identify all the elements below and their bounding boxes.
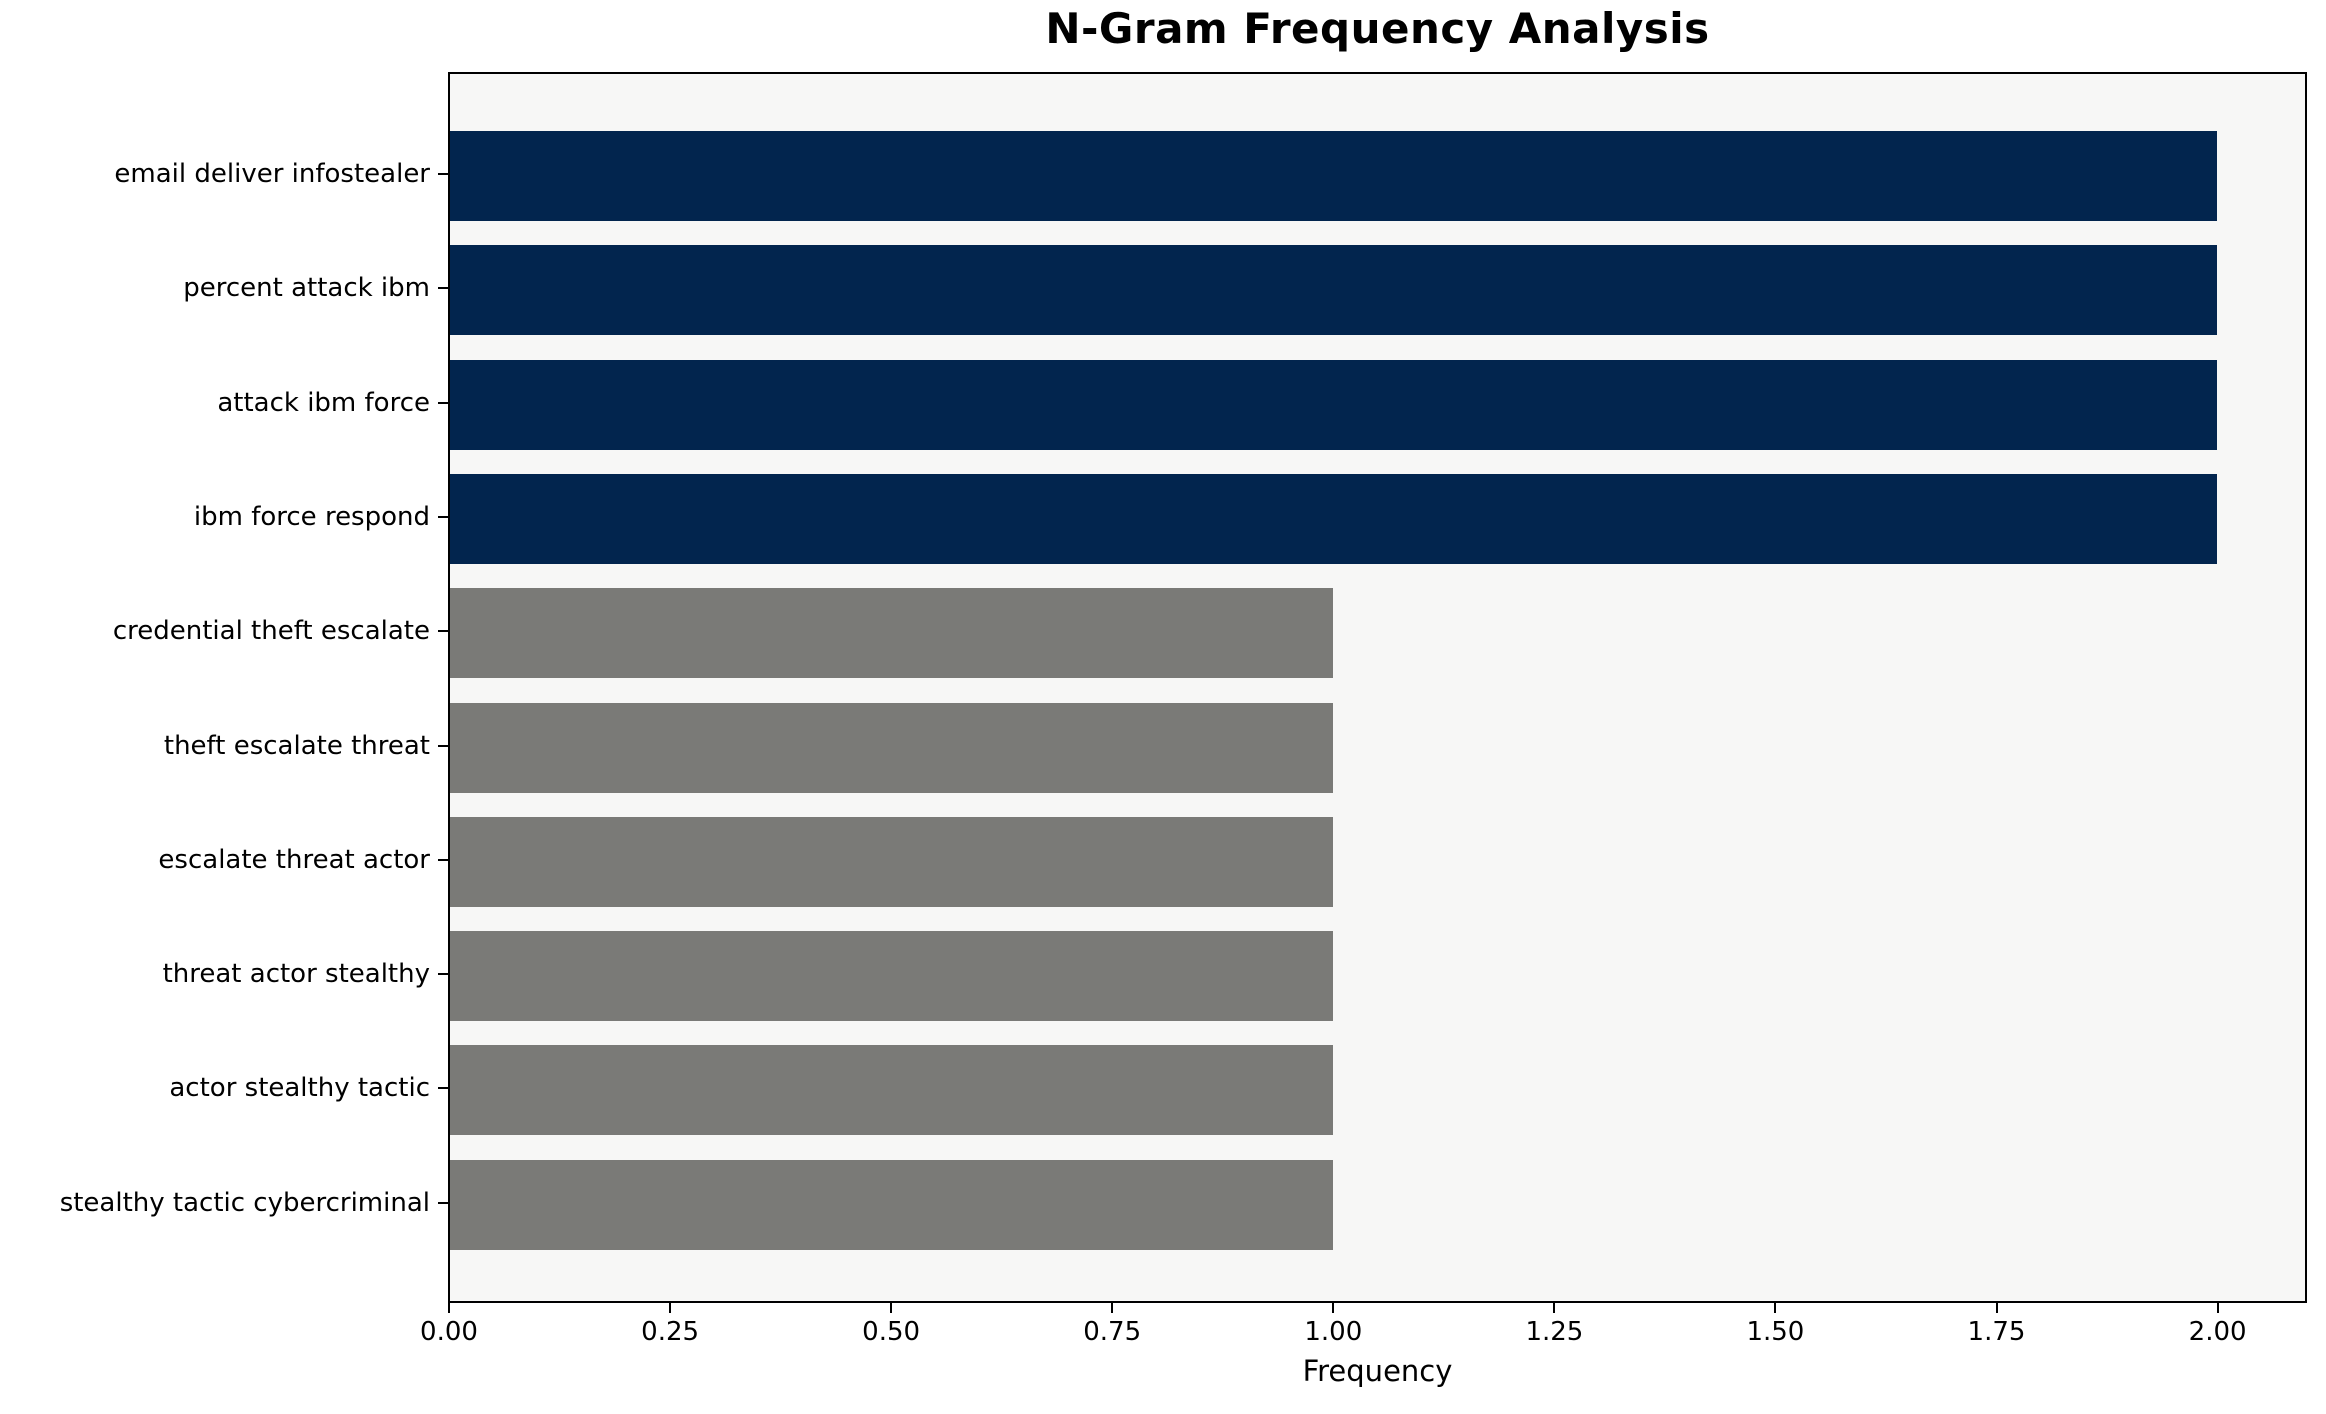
y-tick-label: stealthy tactic cybercriminal	[59, 1187, 430, 1218]
bar	[450, 816, 1334, 907]
x-tick	[1332, 1303, 1335, 1313]
bar	[450, 588, 1334, 679]
y-tick-label: email deliver infostealer	[114, 159, 430, 189]
x-tick-label: 1.00	[1304, 1317, 1363, 1347]
x-tick	[1995, 1303, 1998, 1313]
y-tick	[438, 515, 448, 518]
bar	[450, 702, 1334, 793]
y-tick	[438, 744, 448, 747]
x-tick	[1111, 1303, 1114, 1313]
y-tick	[438, 1087, 448, 1090]
x-tick	[448, 1303, 450, 1313]
x-tick-label: 1.25	[1525, 1317, 1584, 1347]
bar	[450, 931, 1334, 1022]
x-tick-label: 1.75	[1967, 1317, 2026, 1347]
x-tick	[2216, 1303, 2219, 1313]
y-tick	[438, 630, 448, 633]
bar	[450, 1045, 1334, 1136]
y-tick	[438, 858, 448, 861]
y-tick-label: actor stealthy tactic	[169, 1073, 430, 1104]
y-tick	[438, 401, 448, 404]
bar	[450, 473, 2217, 564]
y-axis-labels: email deliver infostealer percent attack …	[0, 72, 430, 1303]
y-tick	[438, 173, 448, 175]
x-tick-label: 0.75	[1083, 1317, 1142, 1347]
y-tick-label: ibm force respond	[193, 501, 430, 532]
x-tick-label: 0.25	[641, 1317, 700, 1347]
y-tick-label: percent attack ibm	[183, 273, 430, 304]
x-tick	[1774, 1303, 1777, 1313]
bar	[450, 245, 2217, 336]
bar	[450, 359, 2217, 450]
y-tick-label: threat actor stealthy	[162, 959, 430, 990]
y-tick-label: attack ibm force	[217, 387, 430, 418]
x-axis: 0.00 0.25 0.50 0.75 1.00 1.25 1.50 1.75 2.00	[420, 1303, 2306, 1363]
chart-title: N-Gram Frequency Analysis	[1045, 4, 1710, 53]
x-tick-label: 2.00	[2188, 1317, 2247, 1347]
x-tick-label: 0.00	[420, 1317, 478, 1347]
y-axis-ticks	[438, 72, 448, 1303]
x-tick	[1553, 1303, 1556, 1313]
x-tick	[669, 1303, 672, 1313]
y-tick-label: theft escalate threat	[163, 730, 430, 761]
y-tick-label: credential theft escalate	[112, 616, 430, 647]
y-tick	[438, 973, 448, 976]
x-axis-title: Frequency	[1302, 1354, 1453, 1388]
plot-area	[448, 72, 2307, 1303]
y-tick-label: escalate threat actor	[158, 844, 430, 875]
x-tick-label: 0.50	[862, 1317, 921, 1347]
y-tick	[438, 1201, 448, 1204]
x-tick	[890, 1303, 893, 1313]
x-tick-label: 1.50	[1746, 1317, 1805, 1347]
y-tick	[438, 287, 448, 290]
bar	[450, 131, 2217, 221]
bar	[450, 1159, 1334, 1250]
